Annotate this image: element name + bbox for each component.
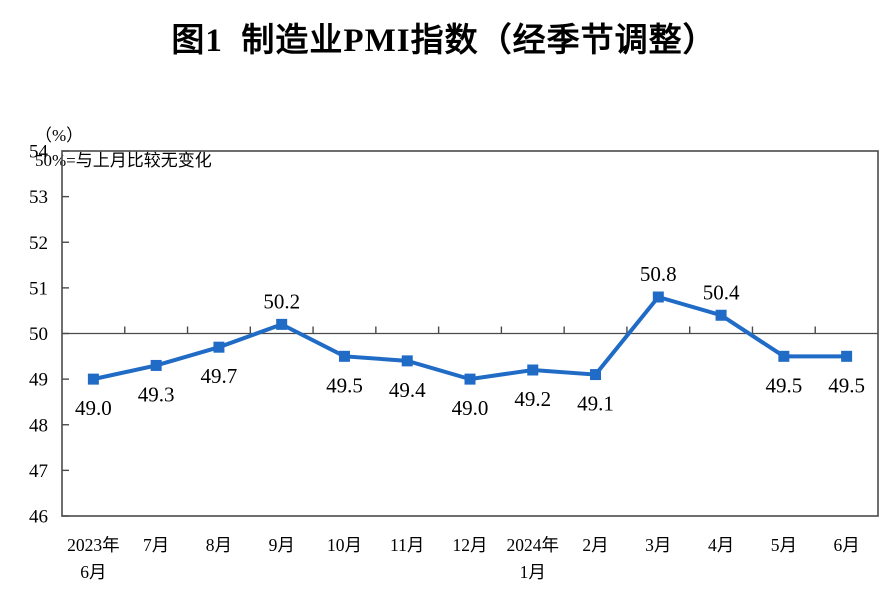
x-axis-category-label: 6月	[80, 562, 106, 582]
data-point-marker	[401, 355, 413, 367]
data-point-label: 49.7	[201, 364, 238, 388]
x-axis-category-label: 1月	[520, 562, 546, 582]
data-point-label: 49.4	[389, 378, 426, 402]
data-point-label: 49.5	[326, 373, 363, 397]
data-point-label: 49.0	[452, 396, 489, 420]
y-axis-unit-label: （%）	[35, 126, 84, 145]
data-point-label: 50.4	[703, 280, 740, 304]
x-axis-category-label: 2024年	[507, 535, 560, 555]
data-point-marker	[87, 373, 99, 385]
data-point-marker	[590, 369, 602, 381]
x-axis-category-label: 2月	[582, 535, 608, 555]
y-axis-tick-label: 48	[29, 415, 48, 436]
x-axis-category-label: 10月	[327, 535, 362, 555]
data-point-marker	[338, 350, 350, 362]
x-axis-category-label: 8月	[206, 535, 232, 555]
data-point-marker	[527, 364, 539, 376]
data-point-label: 49.2	[514, 387, 551, 411]
data-point-marker	[464, 373, 476, 385]
data-point-label: 49.5	[828, 373, 865, 397]
x-axis-category-label: 6月	[833, 535, 859, 555]
y-axis-tick-label: 52	[29, 233, 48, 254]
y-axis-tick-label: 47	[29, 461, 48, 482]
x-axis-category-label: 12月	[453, 535, 488, 555]
x-axis-category-label: 3月	[645, 535, 671, 555]
y-axis-tick-label: 53	[29, 187, 48, 208]
x-axis-category-label: 5月	[771, 535, 797, 555]
data-point-marker	[276, 318, 288, 330]
x-axis-category-label: 9月	[269, 535, 295, 555]
x-axis-category-label: 11月	[390, 535, 424, 555]
data-point-label: 49.1	[577, 392, 614, 416]
reference-line-note: 50%=与上月比较无变化	[35, 151, 212, 170]
y-axis-tick-label: 46	[29, 507, 48, 528]
data-point-marker	[715, 309, 727, 321]
data-point-label: 50.2	[263, 289, 300, 313]
y-axis-tick-label: 50	[29, 324, 48, 345]
data-point-label: 49.5	[765, 373, 802, 397]
data-point-marker	[652, 291, 664, 303]
x-axis-category-label: 7月	[143, 535, 169, 555]
axis-note-row: （%） 50%=与上月比较无变化	[18, 101, 212, 191]
data-point-label: 49.0	[75, 396, 112, 420]
chart-title: 图1 制造业PMI指数（经季节调整）	[171, 23, 717, 59]
data-point-marker	[213, 341, 225, 353]
data-point-label: 49.3	[138, 382, 175, 406]
y-axis-tick-label: 49	[29, 370, 48, 391]
data-point-label: 50.8	[640, 262, 677, 286]
x-axis-category-label: 4月	[708, 535, 734, 555]
y-axis-tick-label: 54	[29, 142, 49, 163]
data-point-marker	[778, 350, 790, 362]
data-point-marker	[841, 350, 853, 362]
data-point-marker	[150, 359, 162, 371]
x-axis-category-label: 2023年	[67, 535, 120, 555]
y-axis-tick-label: 51	[29, 278, 48, 299]
